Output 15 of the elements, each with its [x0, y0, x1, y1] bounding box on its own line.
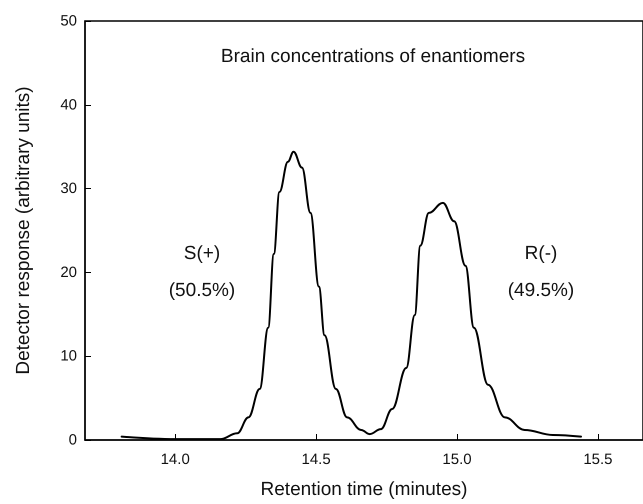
- y-tick-label: 10: [60, 348, 77, 365]
- y-tick-label: 50: [60, 12, 77, 30]
- x-tick-label: 15.5: [583, 451, 613, 468]
- x-axis-title: Retention time (minutes): [260, 479, 468, 500]
- x-tick-label: 14.5: [301, 451, 331, 468]
- annotation: S(+) (50.5%): [168, 243, 236, 301]
- y-tick-label: 30: [60, 180, 77, 198]
- y-tick-label: 20: [60, 264, 77, 281]
- text: Brain concentrations of enantiomers: [220, 46, 526, 67]
- y-tick-label: 0: [68, 432, 77, 448]
- y-axis-title: Detector response (arbitrary units): [13, 86, 34, 375]
- x-tick-label: 15.0: [442, 451, 472, 468]
- y-tick-label: 40: [60, 96, 77, 114]
- annotation: R(-) (49.5%): [508, 243, 574, 301]
- x-tick-label: 14.0: [160, 451, 190, 468]
